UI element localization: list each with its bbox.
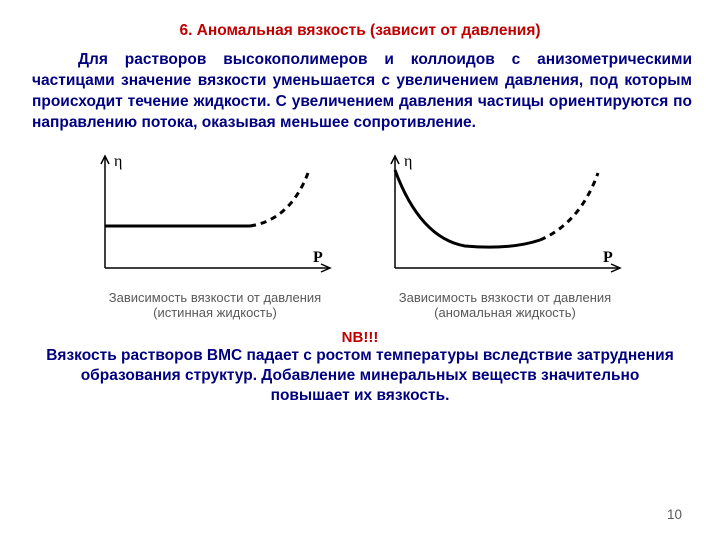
chart-2-caption-l2: (аномальная жидкость) — [434, 305, 576, 320]
chart-1-xlabel: P — [313, 249, 323, 266]
chart-2-xlabel: P — [603, 249, 613, 266]
page-number: 10 — [667, 507, 682, 522]
chart-1: η P Зависимость вязкости от давления (ис… — [90, 148, 340, 321]
chart-1-svg: η P — [90, 148, 340, 288]
page-title: 6. Аномальная вязкость (зависит от давле… — [0, 0, 720, 50]
chart-1-dashed — [250, 173, 308, 226]
charts-row: η P Зависимость вязкости от давления (ис… — [0, 148, 720, 321]
chart-2-dashed — [540, 173, 598, 240]
chart-2-svg: η P — [380, 148, 630, 288]
body-paragraph: Для растворов высокополимеров и коллоидо… — [0, 50, 720, 134]
chart-2-caption-l1: Зависимость вязкости от давления — [399, 290, 611, 305]
chart-1-caption-l1: Зависимость вязкости от давления — [109, 290, 321, 305]
chart-2: η P Зависимость вязкости от давления (ан… — [380, 148, 630, 321]
chart-1-caption-l2: (истинная жидкость) — [153, 305, 277, 320]
footer-paragraph: Вязкость растворов ВМС падает с ростом т… — [0, 346, 720, 406]
chart-1-ylabel: η — [114, 153, 122, 170]
nb-label: NB!!! — [0, 329, 720, 346]
chart-1-caption: Зависимость вязкости от давления (истинн… — [109, 290, 321, 321]
chart-2-caption: Зависимость вязкости от давления (аномал… — [399, 290, 611, 321]
chart-2-solid — [395, 170, 540, 247]
chart-2-ylabel: η — [404, 153, 412, 170]
